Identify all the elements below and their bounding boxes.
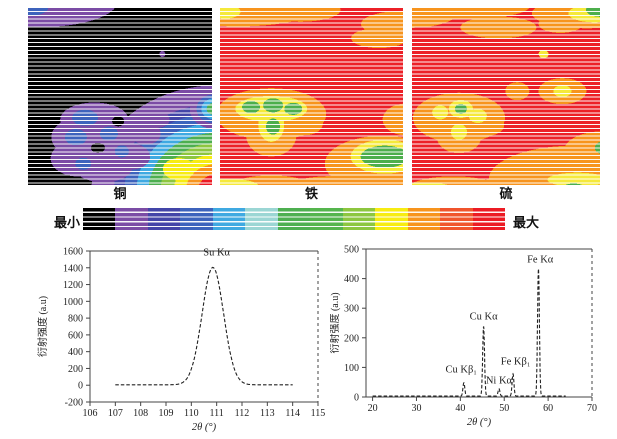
peak-label: Cu Kα [470, 311, 498, 322]
y-tick-label: 0 [354, 393, 359, 404]
y-tick-label: 0 [78, 381, 83, 392]
x-tick-label: 115 [311, 408, 326, 419]
x-tick-label: 50 [499, 403, 509, 414]
y-axis-title: 衍射强度 (a.u) [36, 296, 49, 357]
x-tick-label: 112 [235, 408, 250, 419]
x-tick-label: 111 [210, 408, 224, 419]
y-tick-label: 500 [344, 245, 359, 256]
colorbar-segment [472, 208, 506, 230]
axis-frame [365, 248, 592, 397]
colorbar-segment [115, 208, 148, 230]
colorbar-min-label: 最小 [53, 215, 80, 230]
peak-label: Fe Kβ₁ [501, 356, 531, 367]
y-tick-label: 400 [68, 347, 83, 358]
colorbar [83, 208, 506, 230]
peak-label: Fe Kα [527, 254, 554, 265]
colorbar-segment [147, 208, 181, 230]
y-tick-label: -200 [65, 398, 83, 409]
x-tick-label: 107 [108, 408, 123, 419]
y-tick-label: 1200 [63, 280, 83, 291]
wds-spectrum-right: 0 100 200 300 400 500 20 30 40 50 60 70 2θ (°) 衍射强度 (… [330, 245, 597, 429]
y-tick-label: 200 [68, 364, 83, 375]
colorbar-segment [375, 208, 408, 230]
y-tick-label: 100 [344, 363, 359, 374]
peak-label: Cu Kβ₁ [445, 365, 476, 376]
heatmap-iron-caption: 铁 [304, 186, 318, 201]
x-tick-label: 109 [159, 408, 174, 419]
peak-label: Ni Kα [486, 375, 513, 386]
y-tick-label: 400 [344, 274, 359, 285]
spectrum-curve [115, 266, 293, 386]
y-tick-label: 200 [344, 333, 359, 344]
heatmap-sulfur-caption: 硫 [499, 186, 513, 201]
y-tick-label: 1000 [63, 297, 83, 308]
x-tick-label: 20 [368, 403, 378, 414]
colorbar-segment [407, 208, 441, 230]
colorbar-segment [277, 208, 311, 230]
x-axis-title: 2θ (°) [467, 417, 492, 428]
colorbar-max-label: 最大 [513, 215, 540, 230]
x-tick-label: 60 [543, 403, 553, 414]
colorbar-segment [310, 208, 343, 230]
x-tick-label: 108 [133, 408, 148, 419]
colorbar-segment [83, 208, 116, 230]
x-tick-label: 106 [83, 408, 98, 419]
heatmap-iron [220, 8, 403, 185]
colorbar-segment [342, 208, 376, 230]
y-tick-label: 600 [68, 330, 83, 341]
y-tick-label: 1400 [63, 263, 83, 274]
x-axis-title: 2θ (°) [192, 422, 217, 433]
colorbar-segment [212, 208, 246, 230]
heatmap-copper-caption: 铜 [113, 186, 127, 201]
x-tick-label: 70 [587, 403, 597, 414]
y-axis-title: 衍射强度 (a.u) [330, 292, 341, 353]
colorbar-segment [440, 208, 473, 230]
axis-frame [89, 250, 318, 402]
peak-label: Su Kα [203, 248, 230, 259]
x-tick-label: 114 [285, 408, 300, 419]
x-tick-label: 113 [260, 408, 275, 419]
y-tick-label: 800 [68, 314, 83, 325]
x-tick-label: 40 [455, 403, 465, 414]
x-tick-label: 110 [184, 408, 199, 419]
y-tick-label: 300 [344, 304, 359, 315]
heatmap-sulfur [412, 8, 600, 185]
y-tick-label: 1600 [63, 247, 83, 258]
colorbar-segment [245, 208, 278, 230]
spectrum-curve [372, 268, 566, 397]
wds-spectrum-left: -200 0 200 400 600 800 1000 1200 1400 1600 106 107 1… [36, 247, 326, 434]
colorbar-segment [180, 208, 213, 230]
heatmap-copper [28, 8, 212, 185]
x-tick-label: 30 [411, 403, 421, 414]
